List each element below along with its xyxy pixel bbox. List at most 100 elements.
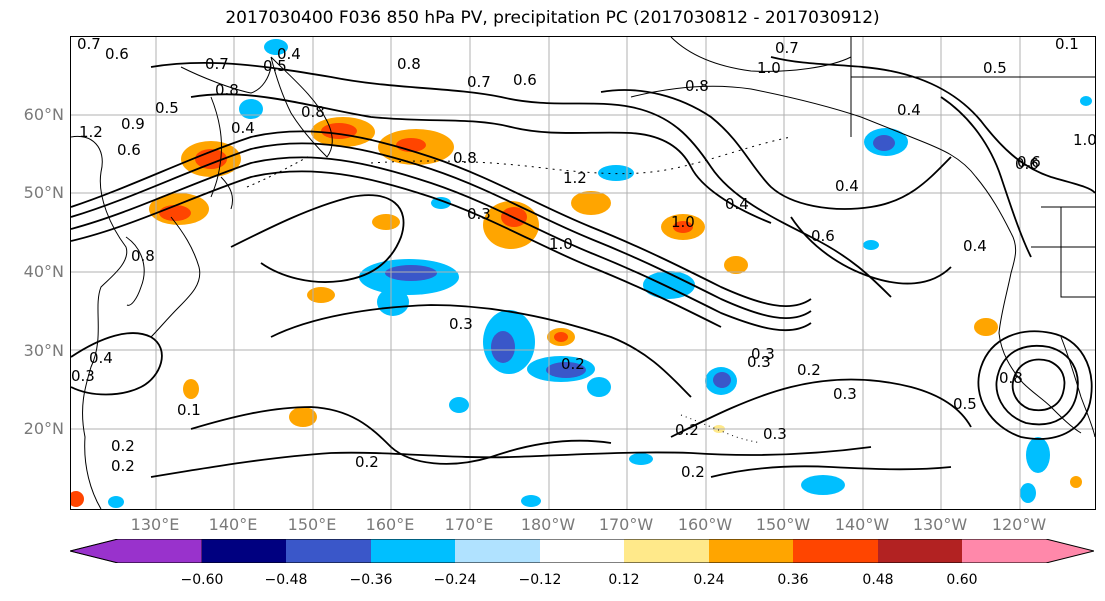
- lon-label-180w: 180°W: [520, 515, 576, 534]
- shade-neg: [546, 362, 586, 378]
- colorbar-tick: 0.60: [946, 572, 978, 588]
- contour-jet: [71, 130, 812, 307]
- contour-label: 0.6: [1017, 153, 1041, 171]
- lon-label-150e: 150°E: [287, 515, 337, 534]
- shade-neg: [801, 475, 845, 495]
- coast-okhotsk: [180, 66, 272, 94]
- contour-mid: [150, 446, 872, 478]
- shade-neg: [449, 397, 469, 413]
- contour-label: 0.3: [751, 345, 775, 363]
- coast-asia: [71, 135, 128, 509]
- colorbar-tick: −0.48: [264, 572, 308, 588]
- contour-jet: [71, 142, 812, 319]
- contour-label: 1.0: [757, 59, 781, 77]
- shade-neg: [377, 288, 409, 316]
- contour-label: 0.6: [513, 71, 537, 89]
- contour-east: [940, 96, 1032, 258]
- shade-pos: [71, 491, 84, 507]
- shade-neg: [863, 240, 879, 250]
- shade-pos: [1070, 476, 1082, 488]
- lon-label-130e: 130°E: [130, 515, 180, 534]
- colorbar-tick: 0.48: [862, 572, 894, 588]
- contour-label: 0.6: [117, 141, 141, 159]
- contour-label: 0.2: [681, 463, 705, 481]
- contour-north: [770, 56, 1095, 194]
- contour-label: 1.2: [79, 123, 103, 141]
- contour-mid: [230, 194, 405, 283]
- colorbar-tick: 0.36: [777, 572, 809, 588]
- contour-label: 0.2: [561, 355, 585, 373]
- contour-label: 1.0: [671, 213, 695, 231]
- contour-north: [190, 93, 772, 224]
- contour-label: 0.4: [89, 349, 113, 367]
- shade-neg: [521, 495, 541, 507]
- colorbar-segment: [540, 539, 624, 563]
- colorbar-tick: 0.24: [693, 572, 725, 588]
- coast-sakhalin: [210, 96, 222, 198]
- contour-jet: [71, 156, 812, 332]
- contour-label: 0.4: [231, 119, 255, 137]
- shade-neg: [629, 453, 653, 465]
- contour-label: 0.3: [833, 385, 857, 403]
- contour-label: 0.6: [811, 227, 835, 245]
- contour-low-ring: [995, 344, 1079, 426]
- contour-label: 0.3: [71, 367, 95, 385]
- contour-north: [600, 89, 952, 210]
- shade-neg: [385, 265, 437, 281]
- contour-label: 0.8: [999, 369, 1023, 387]
- colorbar-segment: [962, 539, 1094, 563]
- contour-label: 0.4: [277, 45, 301, 63]
- map-canvas: 0.7 0.6 0.4 0.5 0.7 0.8 0.7 0.6 0.8 0.7 …: [71, 37, 1095, 509]
- contour-south: [710, 465, 952, 478]
- contour-label: 0.8: [453, 149, 477, 167]
- lon-label-130w: 130°W: [912, 515, 968, 534]
- contour-low-ring: [1011, 358, 1066, 412]
- shade-neg: [587, 377, 611, 397]
- colorbar-segment: [202, 539, 286, 563]
- shade-pos: [571, 191, 611, 215]
- shade-neg: [1020, 483, 1036, 503]
- coast-borders: [850, 37, 1095, 298]
- map-title: 2017030400 F036 850 hPa PV, precipitatio…: [225, 8, 880, 28]
- colorbar-tick: −0.36: [349, 572, 393, 588]
- colorbar-segment: [878, 539, 962, 563]
- coast-mexico: [1060, 336, 1095, 438]
- coast-hawaii: [680, 414, 762, 444]
- contour-label: 0.8: [215, 81, 239, 99]
- contour-label: 0.3: [747, 353, 771, 371]
- shade-pos: [554, 332, 568, 342]
- coast-bc: [998, 232, 1082, 434]
- colorbar-segment: [624, 539, 709, 563]
- contour-low-ring: [977, 330, 1093, 440]
- shade-neg: [491, 331, 515, 363]
- contour-label: 0.4: [725, 195, 749, 213]
- gridlines: [71, 37, 1095, 509]
- contour-label: 0.8: [131, 247, 155, 265]
- colorbar-segment: [455, 539, 540, 563]
- contour-label: 0.4: [963, 237, 987, 255]
- contour-label: 0.6: [105, 45, 129, 63]
- contour-label: 0.6: [1015, 155, 1039, 173]
- contour-label: 0.9: [121, 115, 145, 133]
- lon-label-120w: 120°W: [991, 515, 1047, 534]
- contour-jet: [71, 170, 722, 328]
- colorbar-segment: [70, 539, 203, 563]
- colorbar-tick: −0.24: [433, 572, 477, 588]
- contour-label: 1.0: [549, 235, 573, 253]
- shade-neg: [239, 99, 263, 119]
- lat-label-20n: 20°N: [23, 419, 64, 438]
- contour-label: 0.7: [205, 55, 229, 73]
- shade-pos: [673, 221, 693, 233]
- colorbar-tick: 0.12: [608, 572, 640, 588]
- contour-label: 0.7: [775, 39, 799, 57]
- contour-label: 0.1: [1055, 37, 1079, 53]
- pv-contours: [71, 56, 1095, 478]
- contour-mid: [190, 406, 612, 465]
- contour-label: 0.5: [155, 99, 179, 117]
- lon-label-140w: 140°W: [834, 515, 890, 534]
- lon-label-170w: 170°W: [598, 515, 654, 534]
- colorbar: [70, 539, 1094, 563]
- shade-neg: [108, 496, 124, 508]
- colorbar-segment: [286, 539, 371, 563]
- coast-korea: [125, 236, 145, 306]
